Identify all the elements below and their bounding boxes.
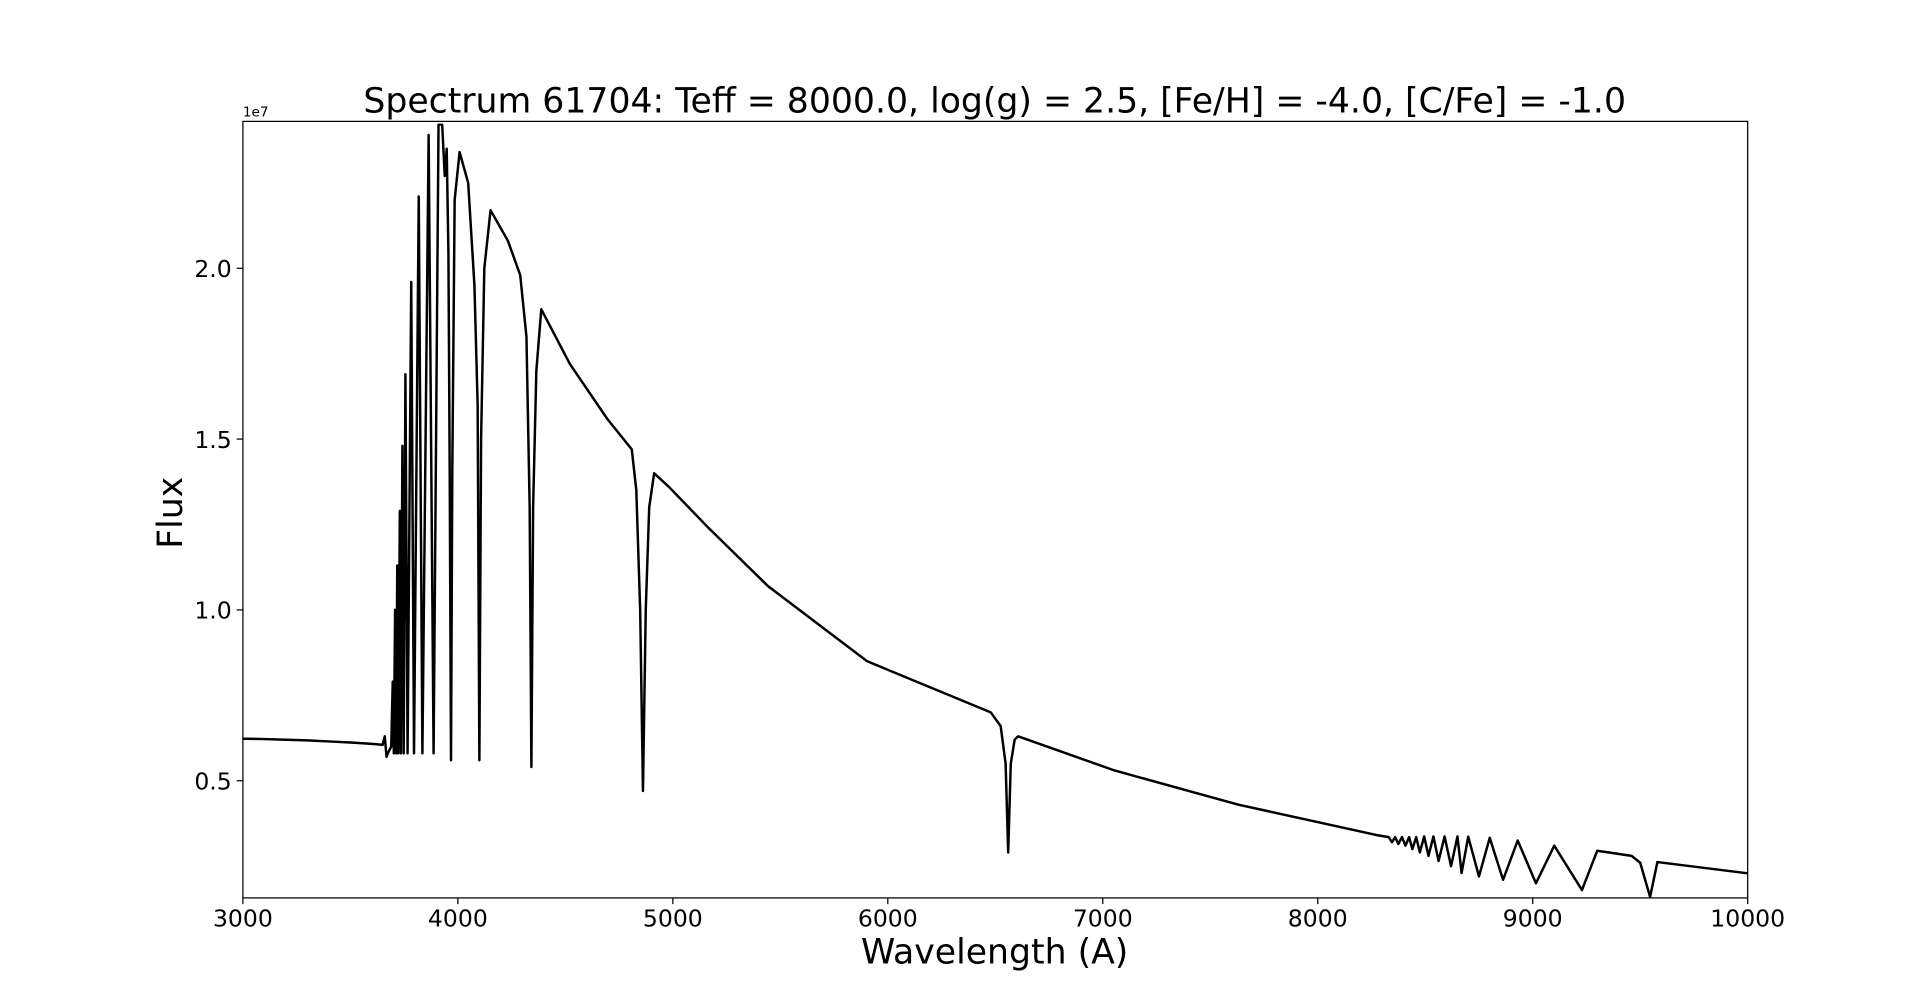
y-tick-label: 1.5	[194, 426, 231, 454]
chart-title: Spectrum 61704: Teff = 8000.0, log(g) = …	[363, 82, 1626, 122]
y-tick-label: 0.5	[194, 767, 231, 795]
spectrum-line	[242, 123, 1748, 898]
x-tick-label: 6000	[858, 904, 918, 932]
y-tick-label: 2.0	[194, 255, 231, 283]
x-tick-label: 3000	[213, 904, 273, 932]
x-tick-label: 9000	[1503, 904, 1563, 932]
x-tick-label: 4000	[428, 904, 488, 932]
y-axis-label: Flux	[151, 477, 191, 549]
x-axis-label: Wavelength (A)	[861, 933, 1128, 973]
y-tick-label: 1.0	[194, 597, 231, 625]
x-tick-label: 5000	[643, 904, 703, 932]
plot-frame	[242, 120, 1749, 899]
y-offset-label: 1e7	[243, 104, 269, 120]
x-tick-label: 10000	[1710, 904, 1785, 932]
x-tick-label: 7000	[1073, 904, 1133, 932]
x-tick-label: 8000	[1288, 904, 1348, 932]
